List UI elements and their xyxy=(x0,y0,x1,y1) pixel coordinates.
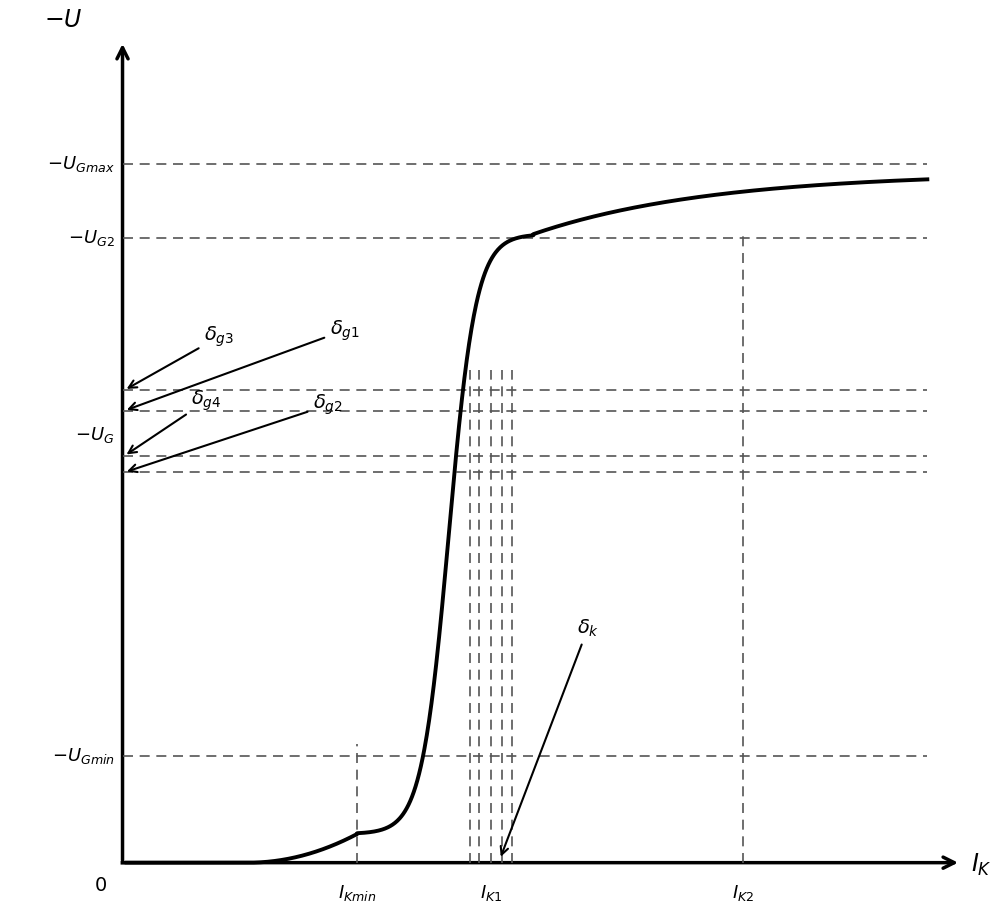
Text: $\delta_{g2}$: $\delta_{g2}$ xyxy=(129,392,343,472)
Text: $I_{K1}$: $I_{K1}$ xyxy=(480,882,503,903)
Text: $\delta_{g4}$: $\delta_{g4}$ xyxy=(128,389,222,453)
Text: $-U_{G2}$: $-U_{G2}$ xyxy=(68,228,115,249)
Text: $-U_{G}$: $-U_{G}$ xyxy=(75,426,115,446)
Text: $-U_{Gmin}$: $-U_{Gmin}$ xyxy=(52,746,115,766)
Text: $\delta_{g1}$: $\delta_{g1}$ xyxy=(129,318,360,410)
Text: $I_{K2}$: $I_{K2}$ xyxy=(732,882,754,903)
Text: $I_{Kmin}$: $I_{Kmin}$ xyxy=(338,882,376,903)
Text: $-U_{Gmax}$: $-U_{Gmax}$ xyxy=(47,155,115,174)
Text: $\delta_{k}$: $\delta_{k}$ xyxy=(501,618,599,855)
Text: $I_K$: $I_K$ xyxy=(971,852,992,879)
Text: $\delta_{g3}$: $\delta_{g3}$ xyxy=(129,324,234,388)
Text: $-U$: $-U$ xyxy=(44,8,83,32)
Text: $0$: $0$ xyxy=(94,876,107,894)
